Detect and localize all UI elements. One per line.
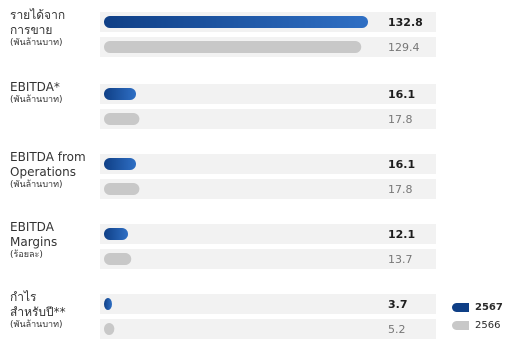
value-label-2566: 129.4 xyxy=(388,41,420,54)
legend-swatch-2567 xyxy=(452,303,469,312)
legend: 2567 2566 xyxy=(452,302,503,338)
legend-label-2567: 2567 xyxy=(475,302,503,313)
category-unit: (พันล้านบาท) xyxy=(10,95,63,105)
bar-2566 xyxy=(104,41,362,53)
category-label: EBITDA Margins (ร้อยละ) xyxy=(10,220,102,261)
category-unit: (ร้อยละ) xyxy=(10,250,43,260)
category-label: รายได้จาก การขาย (พันล้านบาท) xyxy=(10,8,102,49)
bar-2567 xyxy=(104,158,137,170)
category-label-line: การขาย xyxy=(10,23,53,37)
bar-2566 xyxy=(104,253,132,265)
category-unit: (พันล้านบาท) xyxy=(10,320,63,330)
category-label-line: EBITDA from xyxy=(10,150,86,164)
bar-2567 xyxy=(104,298,112,310)
bar-track xyxy=(100,319,436,339)
category-label: EBITDA from Operations (พันล้านบาท) xyxy=(10,150,102,191)
value-label-2567: 16.1 xyxy=(388,158,415,171)
value-label-2566: 5.2 xyxy=(388,323,406,336)
bar-track xyxy=(100,224,436,244)
value-label-2567: 3.7 xyxy=(388,298,408,311)
value-label-2567: 132.8 xyxy=(388,16,423,29)
legend-item-2567: 2567 xyxy=(452,302,503,320)
value-label-2566: 17.8 xyxy=(388,113,413,126)
legend-swatch-2566 xyxy=(452,321,469,330)
bar-track xyxy=(100,154,436,174)
bar-track xyxy=(100,84,436,104)
category-label-line: EBITDA xyxy=(10,220,54,234)
bar-2566 xyxy=(104,113,140,125)
category-label-line: สำหรับปี** xyxy=(10,305,66,319)
value-label-2567: 16.1 xyxy=(388,88,415,101)
value-label-2566: 17.8 xyxy=(388,183,413,196)
bar-2567 xyxy=(104,16,368,28)
category-label-line: รายได้จาก xyxy=(10,8,66,22)
bar-2566 xyxy=(104,183,140,195)
bar-track xyxy=(100,109,436,129)
category-label-line: Margins xyxy=(10,235,58,249)
category-label-line: EBITDA* xyxy=(10,80,60,94)
category-unit: (พันล้านบาท) xyxy=(10,38,63,48)
category-label: EBITDA* (พันล้านบาท) xyxy=(10,80,102,106)
bar-track xyxy=(100,294,436,314)
legend-label-2566: 2566 xyxy=(475,320,501,331)
bar-2567 xyxy=(104,88,137,100)
legend-item-2566: 2566 xyxy=(452,320,503,338)
category-unit: (พันล้านบาท) xyxy=(10,180,63,190)
bar-track xyxy=(100,249,436,269)
value-label-2567: 12.1 xyxy=(388,228,415,241)
bar-2567 xyxy=(104,228,129,240)
value-label-2566: 13.7 xyxy=(388,253,413,266)
bar-track xyxy=(100,179,436,199)
category-label-line: กำไร xyxy=(10,290,37,304)
category-label: กำไร สำหรับปี** (พันล้านบาท) xyxy=(10,290,102,331)
bar-2566 xyxy=(104,323,115,335)
category-label-line: Operations xyxy=(10,165,76,179)
